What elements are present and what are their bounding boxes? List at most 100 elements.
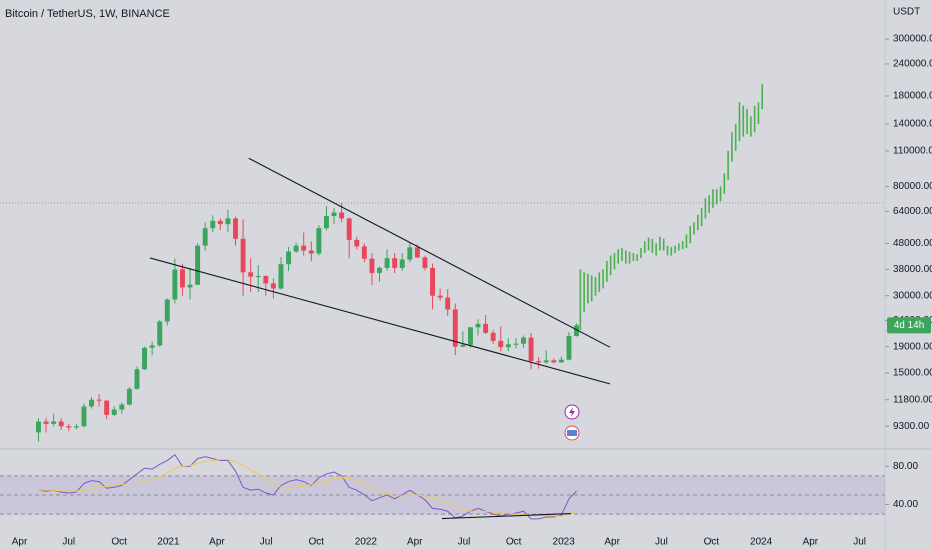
- x-tick-label: Apr: [803, 537, 819, 548]
- candle-body: [384, 258, 390, 268]
- trend-line: [442, 513, 571, 520]
- y-tick-label: 80.00: [893, 461, 918, 472]
- candle-body: [452, 309, 458, 347]
- candle-body: [445, 297, 451, 310]
- axes: 300000.00 240000.00 180000.00 140000.00 1100…: [12, 34, 932, 548]
- candle-body: [134, 369, 140, 389]
- candle-body: [377, 267, 382, 273]
- candle-body: [225, 218, 231, 225]
- candle-body: [195, 245, 201, 285]
- candle-body: [51, 421, 57, 424]
- price-panel: [0, 84, 885, 442]
- candle-body: [43, 421, 49, 424]
- candle-body: [202, 228, 208, 246]
- candle-body: [422, 257, 428, 268]
- candle-body: [81, 406, 87, 427]
- candle-body: [543, 360, 549, 363]
- candle-body: [248, 272, 254, 277]
- candle-body: [96, 399, 102, 401]
- candle-body: [58, 421, 64, 427]
- candle-body: [566, 335, 572, 360]
- candle-body: [558, 359, 564, 363]
- x-tick-label: Jul: [655, 537, 668, 548]
- y-tick-label: 80000.00: [893, 181, 932, 192]
- candle-body: [467, 327, 473, 345]
- candle-body: [35, 421, 41, 433]
- candle-body: [73, 426, 79, 428]
- candle-body: [361, 246, 367, 259]
- candle-body: [126, 388, 132, 405]
- y-tick-label: 15000.00: [893, 368, 932, 379]
- event-icon-glyph: [567, 430, 577, 436]
- candle-body: [270, 283, 276, 289]
- candle-body: [483, 323, 489, 333]
- y-tick-label: 40.00: [893, 499, 918, 510]
- candle-body: [89, 399, 94, 407]
- candle-body: [278, 264, 284, 289]
- x-tick-label: Jul: [62, 537, 75, 548]
- candle-body: [233, 218, 238, 239]
- candle-body: [301, 245, 307, 251]
- x-tick-label: Apr: [407, 537, 423, 548]
- y-tick-label: 110000.00: [893, 146, 932, 157]
- candle-body: [217, 220, 223, 225]
- candle-body: [263, 276, 269, 284]
- unit-label: USDT: [893, 7, 920, 18]
- event-icons: [564, 404, 580, 441]
- candle-body: [430, 267, 436, 296]
- x-tick-label: Oct: [308, 537, 324, 548]
- candle-body: [66, 426, 72, 428]
- candle-body: [240, 238, 246, 273]
- candle-body: [354, 239, 360, 247]
- candle-body: [498, 340, 504, 348]
- candle-body: [392, 258, 398, 268]
- candle-body: [164, 299, 170, 322]
- y-tick-label: 240000.00: [893, 59, 932, 70]
- x-tick-label: Oct: [506, 537, 522, 548]
- x-tick-label: Apr: [209, 537, 225, 548]
- candle-body: [293, 245, 299, 252]
- candle-body: [286, 251, 292, 265]
- candle-body: [142, 347, 148, 370]
- y-tick-label: 64000.00: [893, 206, 932, 217]
- candle-body: [460, 344, 466, 347]
- candle-body: [316, 228, 322, 254]
- candle-body: [437, 295, 443, 298]
- x-tick-label: 2021: [157, 537, 180, 548]
- candle-body: [149, 345, 155, 348]
- candle-body: [528, 337, 534, 361]
- candle-body: [399, 259, 405, 268]
- y-tick-label: 9300.00: [893, 421, 930, 432]
- x-tick-label: 2024: [750, 537, 773, 548]
- rsi-panel: [0, 454, 885, 520]
- price-tag-label: 4d 14h: [894, 320, 925, 331]
- candle-body: [521, 337, 526, 344]
- candle-body: [475, 323, 481, 328]
- candle-body: [179, 269, 185, 288]
- candle-body: [210, 220, 216, 229]
- chart-title: Bitcoin / TetherUS, 1W, BINANCE: [5, 8, 170, 20]
- candle-body: [323, 216, 329, 229]
- y-tick-label: 11800.00: [893, 394, 932, 405]
- x-tick-label: Jul: [853, 537, 866, 548]
- candle-body: [346, 218, 352, 240]
- candle-body: [551, 360, 557, 363]
- rsi-line: [38, 459, 577, 517]
- y-tick-label: 30000.00: [893, 290, 932, 301]
- candle-body: [157, 321, 163, 346]
- y-tick-label: 140000.00: [893, 119, 932, 130]
- candle-body: [119, 404, 125, 410]
- trend-line: [248, 157, 611, 348]
- y-tick-label: 38000.00: [893, 264, 932, 275]
- candle-body: [513, 343, 519, 345]
- candle-body: [490, 332, 496, 341]
- candle-body: [172, 269, 178, 300]
- y-tick-label: 19000.00: [893, 341, 932, 352]
- candle-body: [339, 212, 345, 219]
- x-tick-label: Oct: [704, 537, 720, 548]
- x-tick-label: 2023: [553, 537, 576, 548]
- y-tick-label: 300000.00: [893, 34, 932, 45]
